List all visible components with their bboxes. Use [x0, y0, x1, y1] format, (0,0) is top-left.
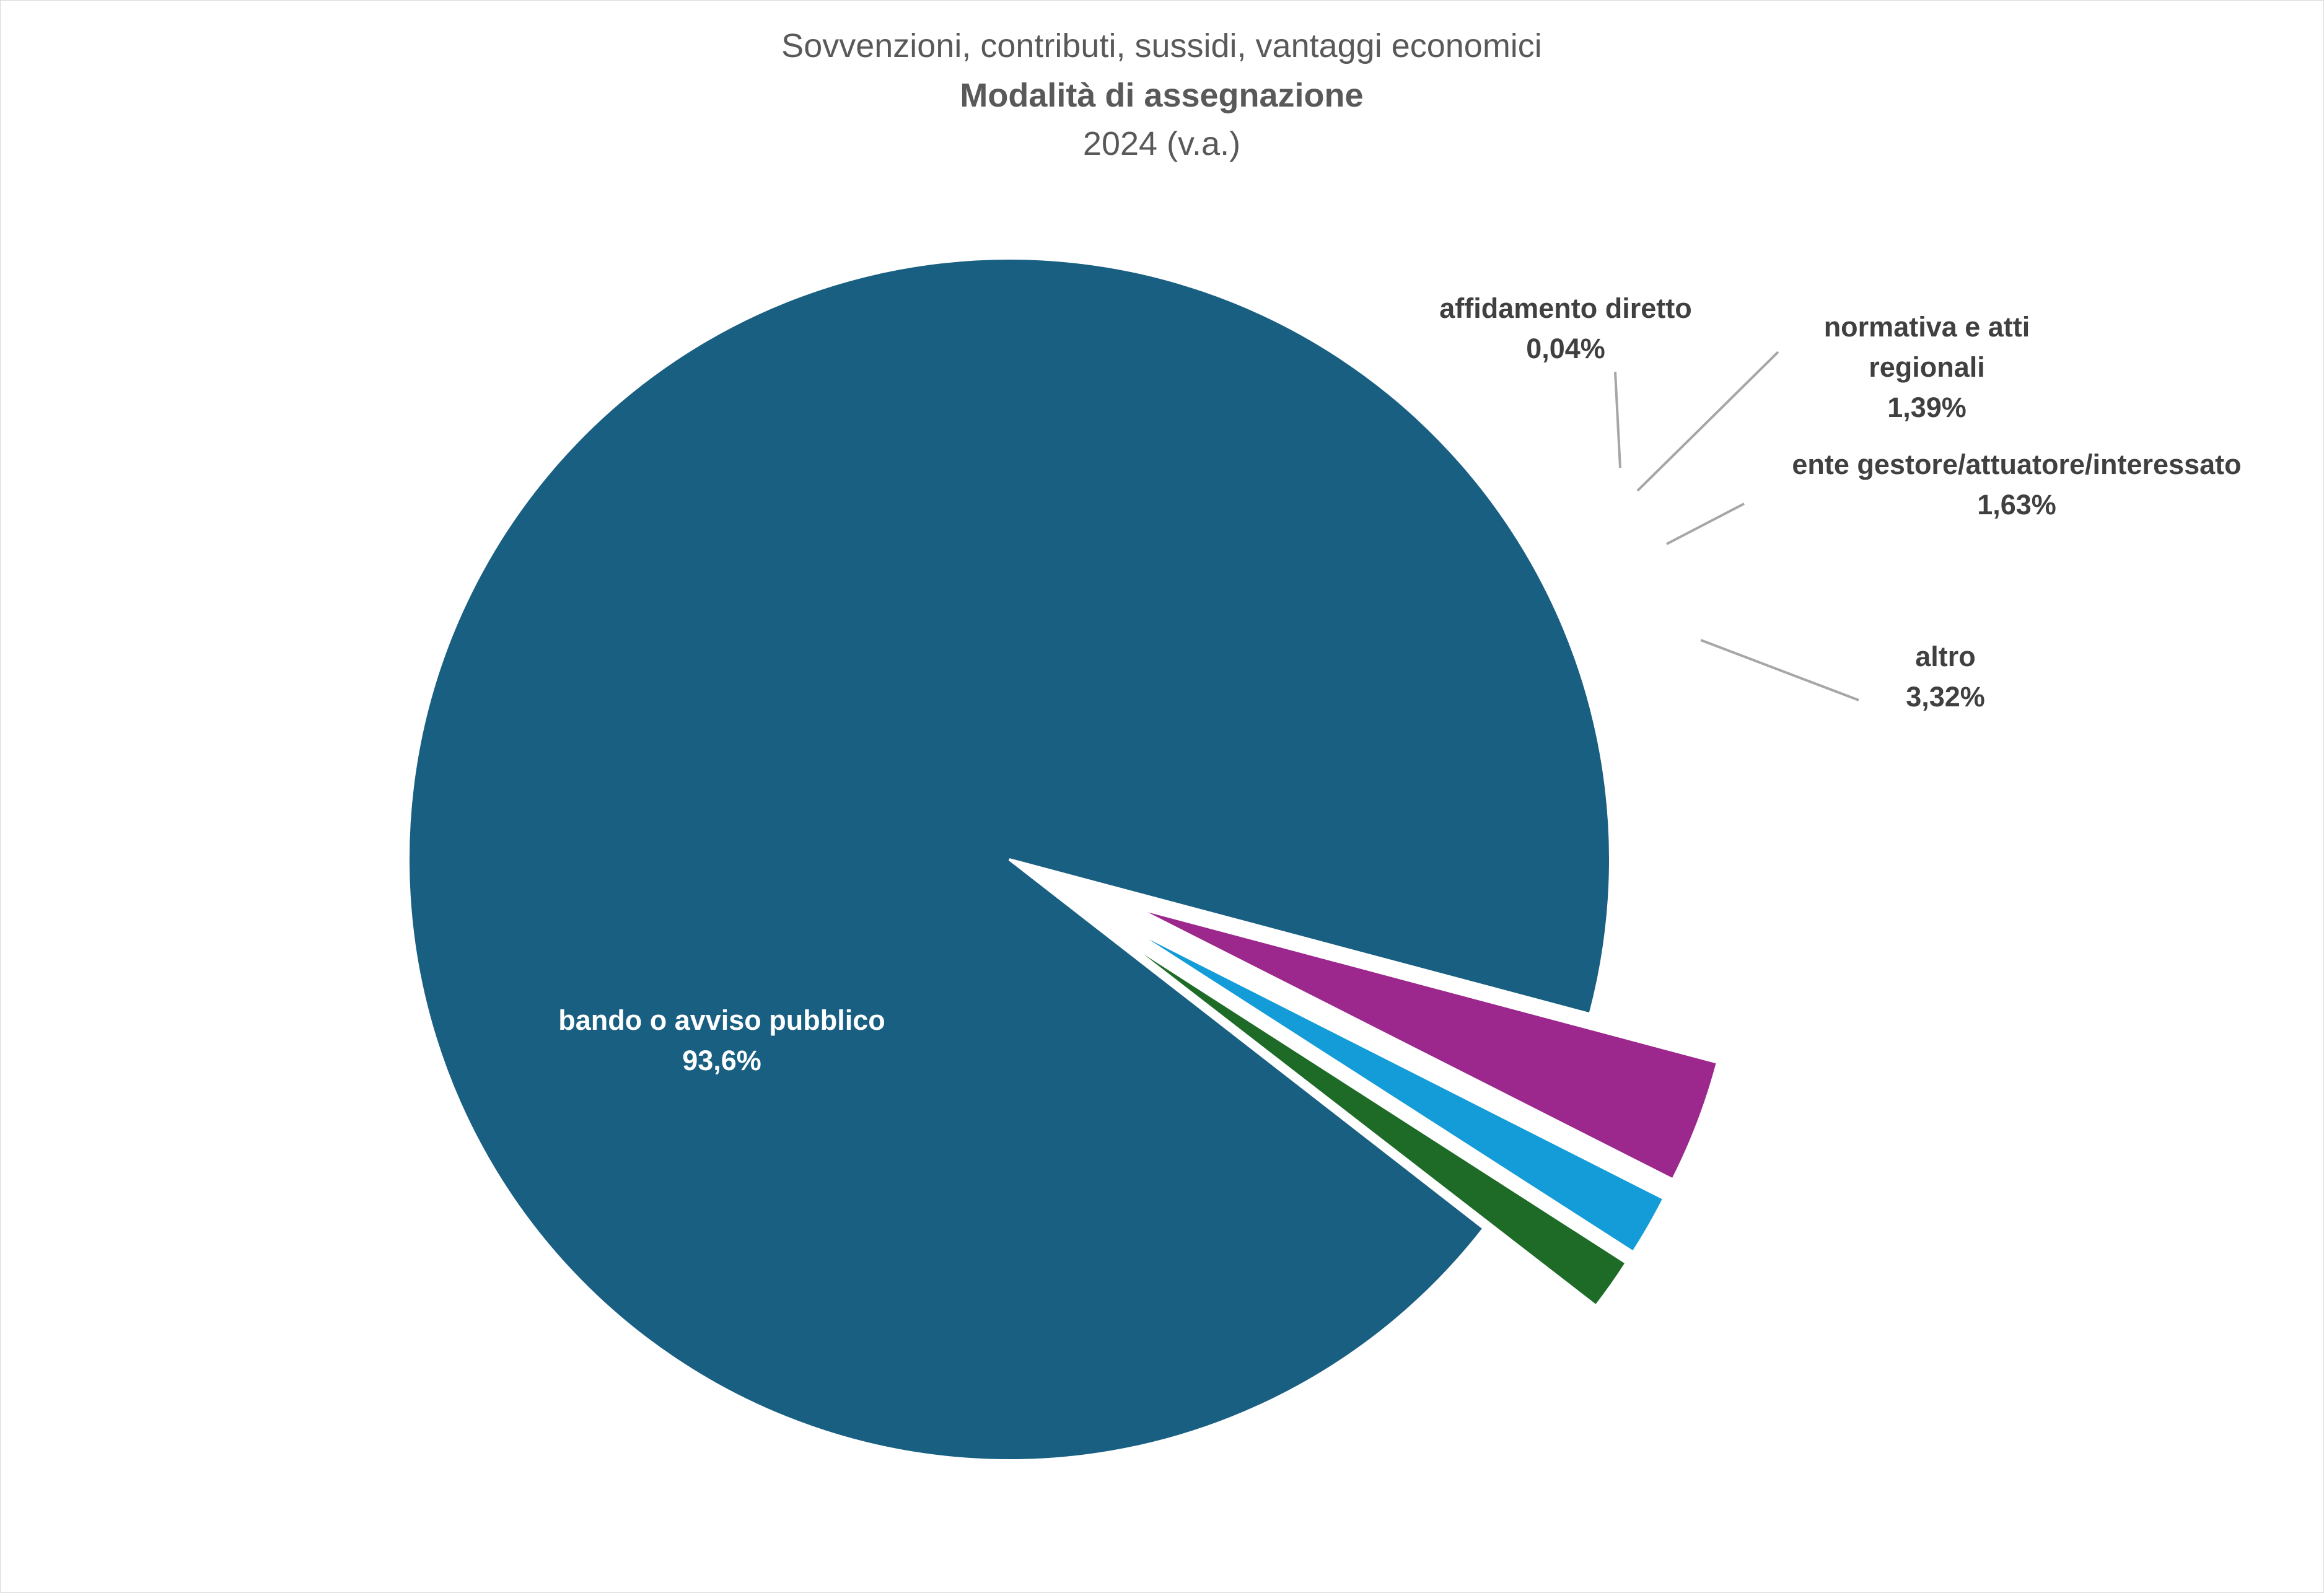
data-label-value-normativa-e-atti-regionali: 1,39%: [1887, 392, 1967, 423]
data-label-category-bando-o-avviso-pubblico: bando o avviso pubblico: [558, 1004, 885, 1036]
pie-slice-altro: [1136, 906, 1719, 1182]
leader-line-ente-gestore-attuatore-interessato: [1666, 502, 1745, 545]
data-label-category-altro: altro: [1915, 641, 1976, 672]
data-label-category-normativa-e-atti-regionali: normativa e atti: [1824, 311, 2030, 343]
chart-title: Sovvenzioni, contributi, sussidi, vantag…: [781, 27, 1542, 162]
data-label-value-ente-gestore-attuatore-interessato: 1,63%: [1977, 489, 2056, 520]
chart-title-line-1: Sovvenzioni, contributi, sussidi, vantag…: [781, 27, 1542, 64]
data-label-value-bando-o-avviso-pubblico: 93,6%: [682, 1045, 761, 1076]
pie-slice-normativa-e-atti-regionali: [1120, 937, 1628, 1308]
chart-title-line-2: Modalità di assegnazione: [960, 77, 1363, 114]
data-label-value-altro: 3,32%: [1906, 681, 1985, 713]
leader-lines: [1614, 351, 1859, 701]
pie-slice-bando-o-avviso-pubblico: [407, 257, 1611, 1462]
data-label-category-affidamento-diretto: affidamento diretto: [1439, 292, 1692, 324]
data-labels: bando o avviso pubblico 93,6% affidamento …: [558, 292, 2241, 1076]
pie-slice-affidamento-diretto: [1116, 942, 1594, 1314]
leader-line-affidamento-diretto: [1614, 371, 1621, 468]
chart-title-line-3: 2024 (v.a.): [1083, 125, 1240, 162]
leader-line-altro: [1700, 639, 1859, 701]
data-label-category-ente-gestore-attuatore-interessato: ente gestore/attuatore/interessato: [1792, 449, 2241, 480]
pie-slice-ente-gestore-attuatore-interessato: [1126, 926, 1666, 1254]
leader-line-normativa-e-atti-regionali: [1636, 351, 1779, 492]
pie-slices: [407, 257, 1719, 1462]
data-label-value-affidamento-diretto: 0,04%: [1526, 333, 1605, 364]
data-label-category-normativa-e-atti-regionali: regionali: [1869, 351, 1985, 383]
